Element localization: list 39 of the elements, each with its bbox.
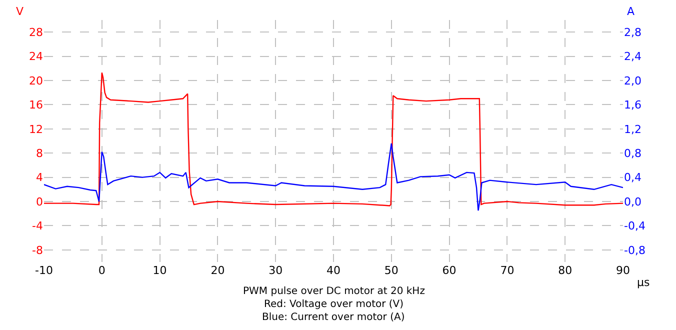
text: PWM pulse over DC motor at 20 kHz <box>243 286 425 297</box>
y-axis-title: V <box>16 5 24 18</box>
y-tick-label: 28 <box>29 26 43 39</box>
x-tick-label: 60 <box>442 264 456 277</box>
y-tick-label: 8 <box>36 146 43 160</box>
x-tick-label: 20 <box>210 264 225 277</box>
line-series <box>44 72 623 206</box>
y-tick-label: 12 <box>29 122 43 136</box>
y-tick-label: 24 <box>29 50 43 64</box>
x-tick-label: 80 <box>558 264 572 277</box>
y-tick-label: 16 <box>29 98 43 112</box>
x-tick-label: 40 <box>326 264 340 277</box>
y2-tick-label: 0,0 <box>624 195 642 208</box>
x-tick-label: 70 <box>500 264 514 277</box>
x-tick-label: 50 <box>384 264 398 277</box>
y-tick-label: -4 <box>32 220 43 233</box>
x-tick-label: 90 <box>616 264 630 277</box>
x-tick-label: 30 <box>268 264 283 277</box>
y2-axis-title: A <box>627 5 635 18</box>
y-tick-label: -8 <box>32 244 43 257</box>
x-tick-label: 10 <box>152 264 167 277</box>
text: Red: Voltage over motor (V) <box>264 299 404 310</box>
y2-tick-label: -0,4 <box>624 220 646 233</box>
text: Blue: Current over motor (A) <box>262 312 405 323</box>
x-axis-title: µs <box>637 276 650 289</box>
line-series <box>44 142 623 212</box>
y2-tick-label: 2,8 <box>624 26 642 39</box>
y2-tick-label: 1,6 <box>624 98 642 112</box>
y-tick-label: 20 <box>29 74 43 88</box>
y-tick-label: 4 <box>36 171 43 184</box>
x-tick-label: 0 <box>98 264 106 277</box>
y2-tick-label: 0,4 <box>624 171 642 184</box>
y-tick-label: 0 <box>36 195 43 208</box>
y2-tick-label: 2,0 <box>624 74 642 88</box>
x-tick-label: -10 <box>35 264 53 277</box>
y2-tick-label: 2,4 <box>624 50 642 64</box>
y2-tick-label: 1,2 <box>624 122 642 136</box>
y2-tick-label: 0,8 <box>624 146 642 160</box>
y2-tick-label: -0,8 <box>624 244 646 257</box>
